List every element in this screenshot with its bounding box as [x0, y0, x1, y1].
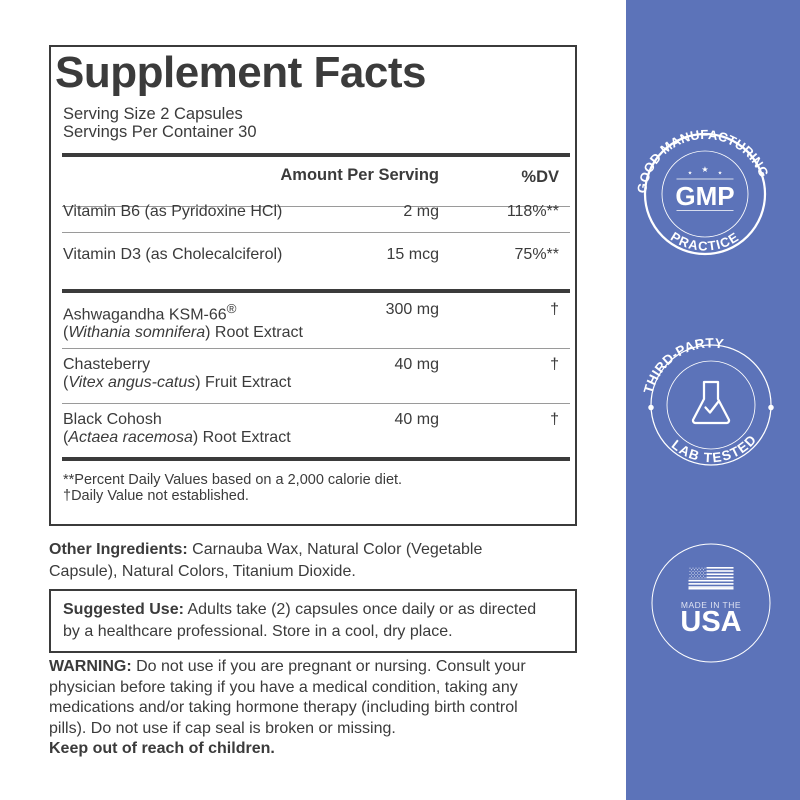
svg-text:★: ★ [688, 171, 693, 177]
svg-text:USA: USA [680, 606, 741, 638]
svg-text:★: ★ [718, 171, 723, 177]
svg-text:LAB TESTED: LAB TESTED [669, 431, 760, 465]
svg-text:THIRD-PARTY: THIRD-PARTY [641, 335, 725, 395]
svg-text:GMP: GMP [675, 181, 734, 211]
svg-text:PRACTICE: PRACTICE [668, 229, 742, 254]
svg-text:★: ★ [701, 165, 708, 174]
